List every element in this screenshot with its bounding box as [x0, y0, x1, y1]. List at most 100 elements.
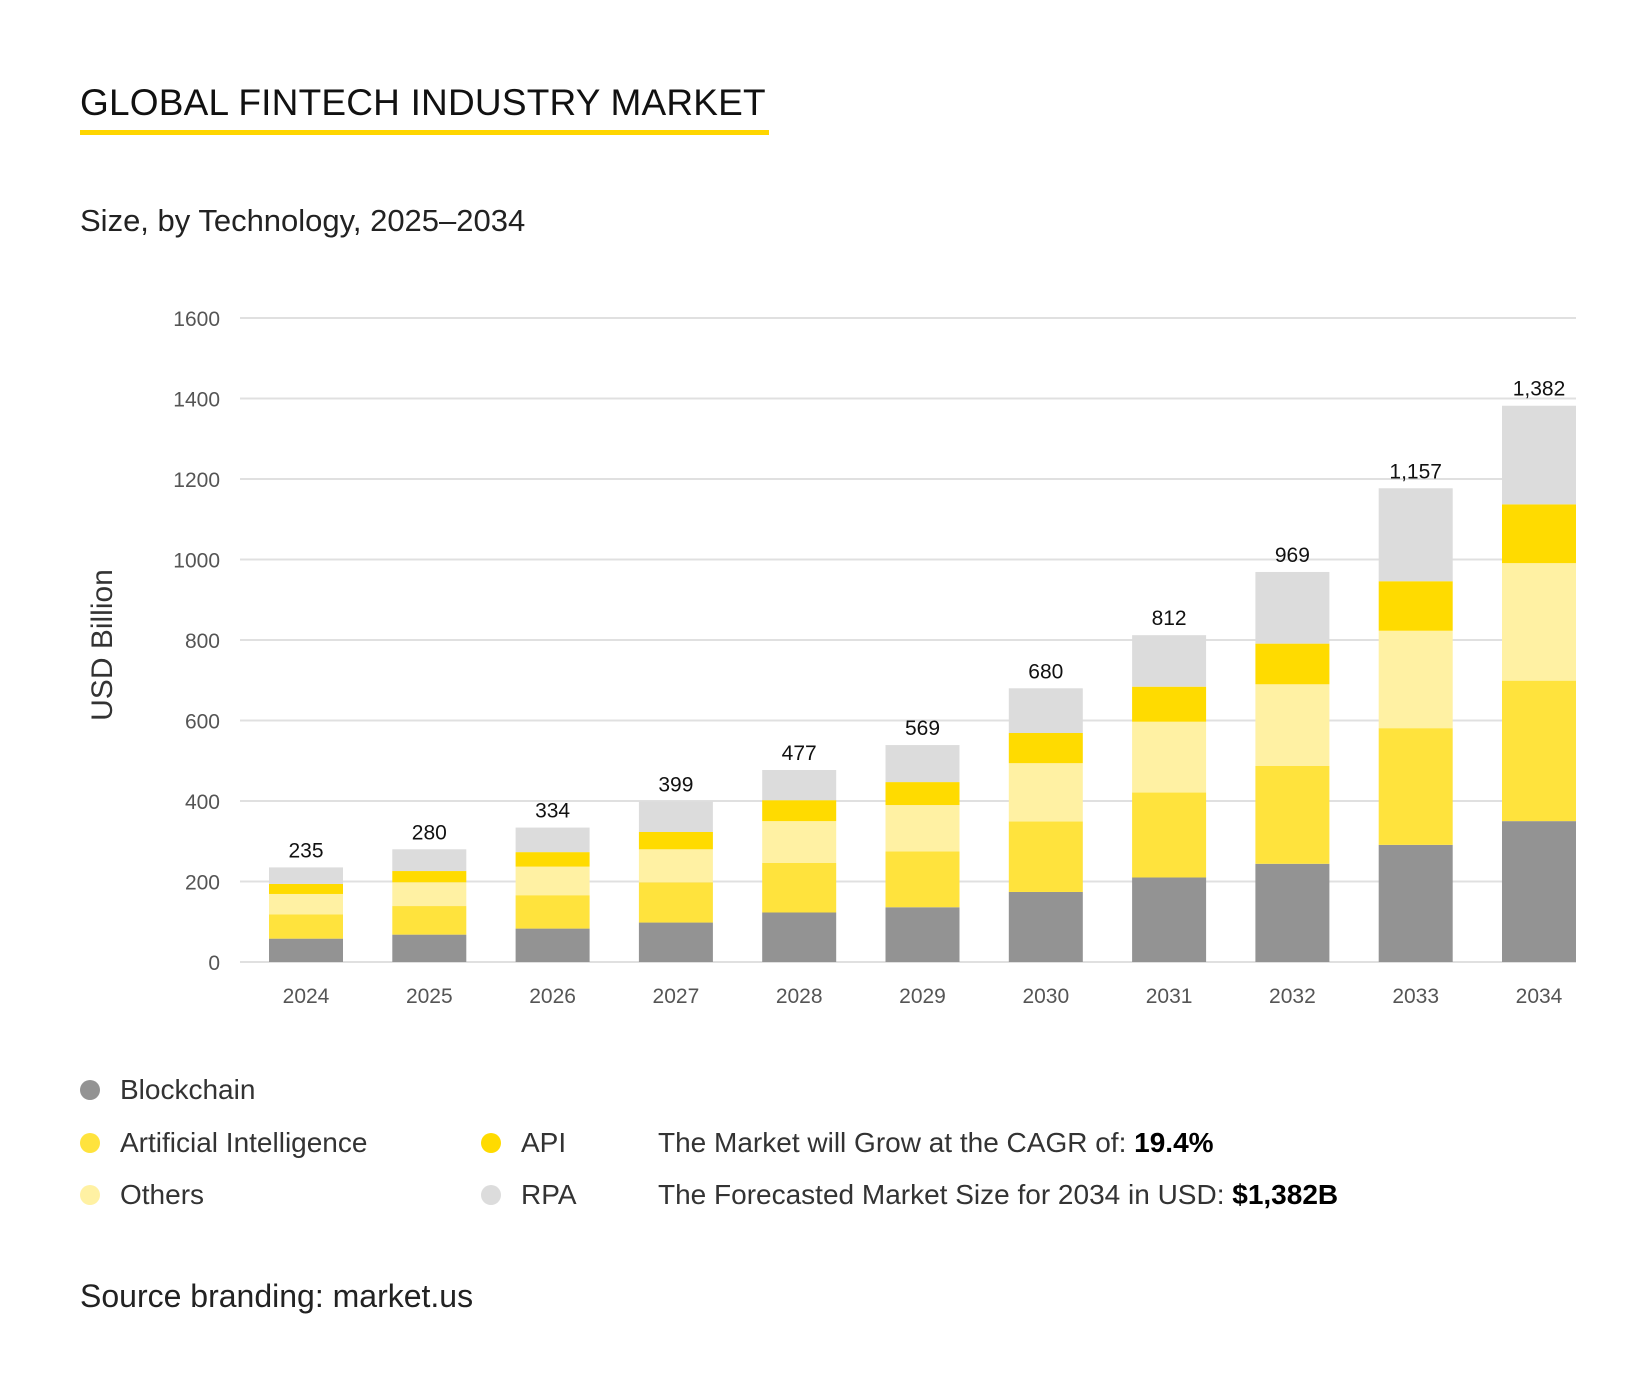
- bar-segment-blockchain: [515, 928, 590, 962]
- bar-segment-api: [515, 852, 590, 867]
- bar-segment-api: [269, 883, 343, 894]
- total-data-label: 969: [1275, 544, 1310, 567]
- bar-segment-api: [1255, 643, 1330, 685]
- bar-segment-blockchain: [1008, 891, 1083, 962]
- bar-segment-rpa: [1502, 405, 1576, 505]
- y-tick-label: 400: [185, 791, 220, 814]
- bar-segment-rpa: [1132, 635, 1207, 687]
- bar-segment-others: [1008, 763, 1083, 822]
- x-tick-label: 2033: [1392, 985, 1439, 1008]
- bar-segment-blockchain: [638, 922, 713, 962]
- bar-segment-artificial-intelligence: [1502, 680, 1576, 822]
- y-tick-label: 1200: [173, 469, 220, 492]
- cagr-value: 19.4%: [1134, 1127, 1214, 1158]
- bars: [269, 405, 1576, 962]
- total-data-label: 280: [412, 821, 447, 844]
- bar-segment-rpa: [515, 827, 590, 853]
- bar-segment-artificial-intelligence: [762, 862, 837, 913]
- total-data-label: 569: [905, 717, 940, 740]
- x-tick-label: 2028: [776, 985, 823, 1008]
- bar-segment-others: [638, 849, 713, 883]
- chart-subtitle: Size, by Technology, 2025–2034: [80, 203, 526, 238]
- bar-segment-others: [269, 893, 343, 915]
- x-tick-label: 2025: [406, 985, 453, 1008]
- bar-segment-artificial-intelligence: [392, 906, 467, 935]
- x-tick-label: 2024: [283, 985, 330, 1008]
- bar-segment-blockchain: [1255, 863, 1330, 962]
- y-tick-label: 800: [185, 630, 220, 653]
- bar-segment-artificial-intelligence: [638, 882, 713, 923]
- x-tick-label: 2027: [653, 985, 700, 1008]
- labels: 0 200 400 600 800 1000 1200 1400 1600 235 2024 280 2…: [173, 308, 1565, 1008]
- bar-segment-api: [885, 782, 960, 806]
- y-tick-label: 0: [208, 952, 220, 975]
- legend-label: API: [521, 1127, 567, 1158]
- bar-segment-api: [1132, 686, 1207, 722]
- api-dot-icon: [481, 1133, 501, 1153]
- bar-segment-others: [1502, 563, 1576, 681]
- bar-segment-others: [1255, 684, 1330, 766]
- bar-segment-artificial-intelligence: [1008, 821, 1083, 892]
- bar-segment-rpa: [638, 801, 713, 832]
- y-tick-label: 200: [185, 872, 220, 895]
- bar-segment-others: [762, 821, 837, 863]
- total-data-label: 399: [658, 773, 693, 796]
- bar-segment-blockchain: [885, 907, 960, 962]
- legend-item-api: API: [481, 1127, 566, 1159]
- x-tick-label: 2029: [899, 985, 946, 1008]
- y-tick-label: 600: [185, 711, 220, 734]
- legend-item-ai: Artificial Intelligence: [80, 1127, 367, 1159]
- x-tick-label: 2034: [1516, 985, 1563, 1008]
- bar-segment-artificial-intelligence: [515, 895, 590, 929]
- bar-segment-api: [1378, 581, 1453, 631]
- ai-dot-icon: [80, 1133, 100, 1153]
- cagr-label: The Market will Grow at the CAGR of:: [658, 1127, 1135, 1158]
- cagr-stat: The Market will Grow at the CAGR of: 19.…: [658, 1127, 1214, 1159]
- rpa-dot-icon: [481, 1185, 501, 1205]
- y-tick-label: 1400: [173, 389, 220, 412]
- legend-label: Artificial Intelligence: [120, 1127, 368, 1158]
- total-data-label: 1,157: [1389, 460, 1442, 483]
- bar-segment-artificial-intelligence: [1378, 728, 1453, 845]
- bar-segment-others: [1378, 630, 1453, 729]
- bar-segment-artificial-intelligence: [1255, 765, 1330, 864]
- bar-segment-api: [762, 800, 837, 822]
- x-tick-label: 2032: [1269, 985, 1316, 1008]
- x-tick-label: 2026: [529, 985, 576, 1008]
- bar-segment-rpa: [885, 745, 960, 783]
- y-axis-label: USD Billion: [86, 569, 119, 721]
- title-underline: [80, 130, 769, 135]
- bar-segment-api: [638, 831, 713, 850]
- forecast-label: The Forecasted Market Size for 2034 in U…: [658, 1179, 1233, 1210]
- bar-segment-rpa: [1255, 571, 1330, 644]
- legend-label: Others: [120, 1179, 205, 1210]
- bar-segment-rpa: [392, 849, 467, 872]
- bar-segment-rpa: [1008, 688, 1083, 733]
- legend-item-others: Others: [80, 1179, 204, 1211]
- bar-segment-others: [515, 866, 590, 896]
- blockchain-dot-icon: [80, 1080, 100, 1100]
- others-dot-icon: [80, 1185, 100, 1205]
- total-data-label: 1,382: [1513, 378, 1566, 401]
- legend-label: RPA: [521, 1179, 577, 1210]
- total-data-label: 334: [535, 800, 570, 823]
- chart-title: GLOBAL FINTECH INDUSTRY MARKET: [80, 82, 766, 123]
- legend-label: Blockchain: [120, 1074, 256, 1105]
- forecast-stat: The Forecasted Market Size for 2034 in U…: [658, 1179, 1338, 1211]
- source-text: Source branding: market.us: [80, 1278, 474, 1314]
- bar-segment-artificial-intelligence: [1132, 792, 1207, 878]
- bar-segment-rpa: [762, 770, 837, 801]
- bar-segment-blockchain: [762, 912, 837, 962]
- legend-item-blockchain: Blockchain: [80, 1074, 255, 1106]
- bar-segment-artificial-intelligence: [885, 851, 960, 908]
- gridlines: [240, 317, 1576, 963]
- bar-segment-blockchain: [1132, 877, 1207, 962]
- bar-segment-others: [392, 882, 467, 907]
- total-data-label: 235: [288, 839, 323, 862]
- bar-segment-artificial-intelligence: [269, 914, 343, 939]
- bar-segment-api: [392, 871, 467, 883]
- bar-segment-blockchain: [392, 934, 467, 962]
- y-tick-label: 1000: [173, 550, 220, 573]
- total-data-label: 812: [1152, 607, 1187, 630]
